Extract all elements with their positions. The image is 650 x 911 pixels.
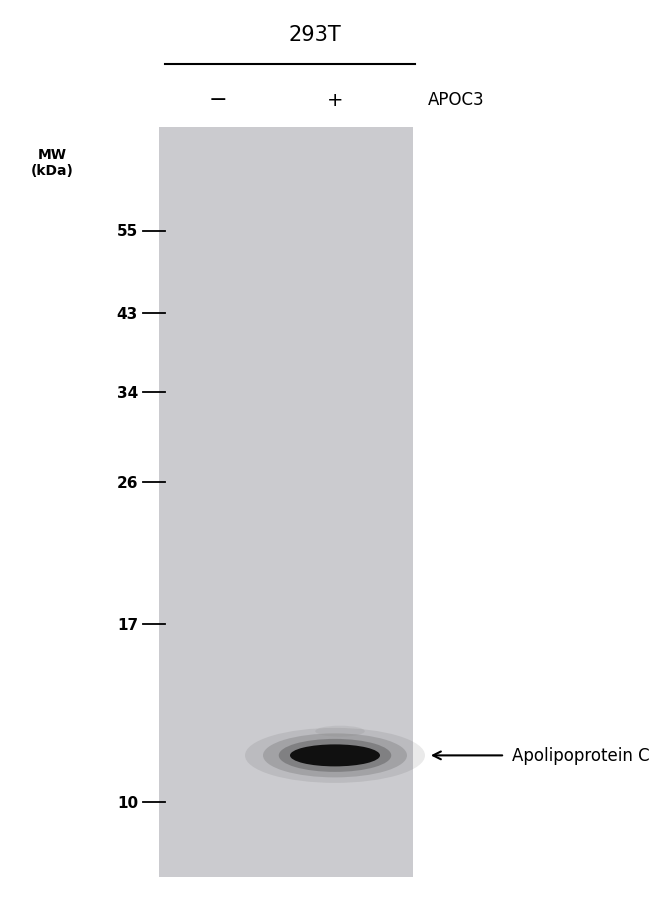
Text: (kDa): (kDa): [31, 164, 73, 178]
Text: 10: 10: [117, 795, 138, 810]
Text: +: +: [327, 90, 343, 109]
Text: 293T: 293T: [289, 25, 341, 45]
Bar: [159, 128, 413, 877]
Text: 34: 34: [117, 385, 138, 400]
Text: 26: 26: [116, 475, 138, 490]
Text: 55: 55: [117, 224, 138, 240]
Ellipse shape: [279, 739, 391, 772]
Text: MW: MW: [38, 148, 66, 162]
Ellipse shape: [263, 733, 407, 777]
Text: APOC3: APOC3: [428, 91, 485, 109]
Ellipse shape: [245, 728, 425, 783]
Text: Apolipoprotein CIII: Apolipoprotein CIII: [512, 747, 650, 764]
Ellipse shape: [315, 726, 365, 737]
Text: 43: 43: [117, 307, 138, 322]
Text: −: −: [209, 90, 228, 110]
Text: 17: 17: [117, 618, 138, 632]
Ellipse shape: [290, 744, 380, 766]
